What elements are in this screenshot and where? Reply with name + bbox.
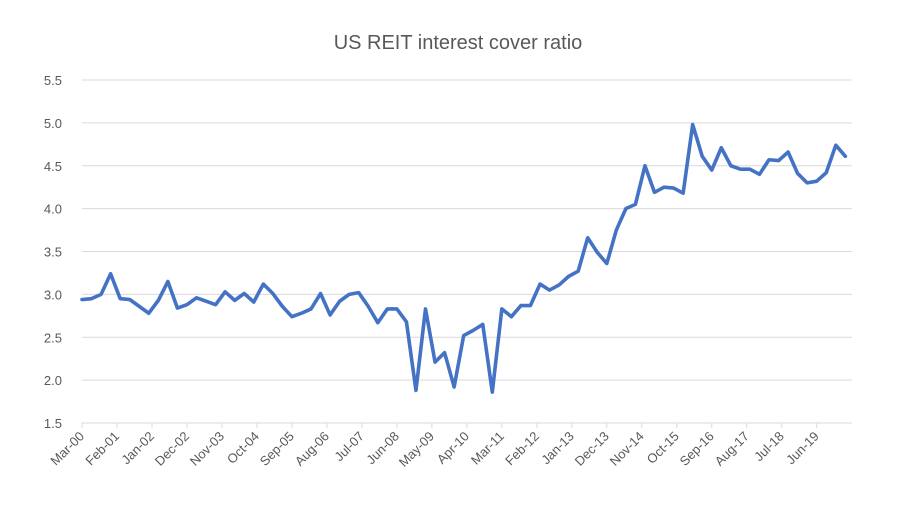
y-axis: 1.5 2.0 2.5 3.0 3.5 4.0 4.5 5.0 5.5	[44, 73, 62, 431]
gridlines	[82, 79, 852, 424]
x-axis: Mar-00Feb-01Jan-02Dec-02Nov-03Oct-04Sep-…	[47, 423, 822, 470]
x-tick-label: Sep-05	[257, 429, 297, 469]
x-tick-label: Nov-14	[607, 429, 647, 469]
x-tick-label: Apr-10	[434, 429, 472, 467]
x-tick-label: Aug-06	[292, 429, 332, 469]
x-tick-label: Feb-12	[502, 429, 542, 469]
y-tick-label: 2.0	[44, 373, 62, 388]
y-tick-label: 3.0	[44, 287, 62, 302]
x-tick-label: Nov-03	[187, 429, 227, 469]
y-tick-label: 3.5	[44, 245, 62, 260]
x-tick-label: Jan-13	[538, 429, 577, 468]
x-tick-label: Feb-01	[82, 429, 122, 469]
y-tick-label: 4.5	[44, 159, 62, 174]
x-tick-label: Aug-17	[712, 429, 752, 469]
x-tick-label: Jun-08	[363, 429, 402, 468]
x-tick-label: Dec-02	[152, 429, 192, 469]
x-tick-label: Oct-15	[644, 429, 682, 467]
x-tick-label: Sep-16	[677, 429, 717, 469]
y-tick-label: 5.0	[44, 116, 62, 131]
chart-title: US REIT interest cover ratio	[334, 32, 583, 54]
x-tick-label: Mar-11	[468, 429, 507, 468]
x-tick-label: Dec-13	[572, 429, 612, 469]
x-tick-label: Jun-19	[783, 429, 822, 468]
y-tick-label: 2.5	[44, 330, 62, 345]
x-tick-label: Mar-00	[47, 429, 87, 469]
x-tick-label: Jul-07	[331, 429, 367, 465]
x-tick-label: Oct-04	[224, 429, 262, 467]
x-tick-label: May-09	[396, 429, 437, 470]
y-tick-label: 1.5	[44, 416, 62, 431]
x-tick-label: Jul-18	[751, 429, 787, 465]
y-tick-label: 5.5	[44, 73, 62, 88]
series	[80, 122, 848, 394]
series-line	[80, 122, 848, 394]
x-tick-label: Jan-02	[118, 429, 157, 468]
y-tick-label: 4.0	[44, 202, 62, 217]
